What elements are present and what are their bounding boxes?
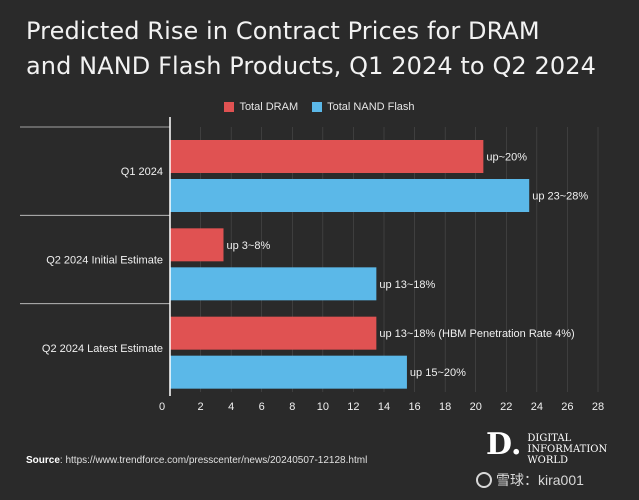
x-tick-label: 4 [228, 401, 234, 413]
category-label: Q1 2024 [121, 166, 163, 178]
logo-line3: WORLD [527, 455, 569, 466]
data-label: up 15~20% [410, 367, 466, 379]
source-url: : https://www.trendforce.com/presscenter… [59, 455, 368, 466]
data-label: up 13~18% [379, 279, 435, 291]
x-tick-label: 12 [347, 401, 359, 413]
x-tick-label: 10 [317, 401, 329, 413]
source-label: Source [26, 455, 60, 466]
publisher-logo: D. DIGITAL INFORMATION WORLD [486, 427, 607, 467]
logo-text: DIGITAL INFORMATION WORLD [527, 430, 607, 466]
x-tick-label: 2 [198, 401, 204, 413]
chart-legend: Total DRAM Total NAND Flash [0, 101, 639, 113]
legend-swatch-nand [312, 102, 323, 112]
source-note: Source: https://www.trendforce.com/press… [26, 455, 367, 466]
bar-dram [170, 140, 484, 173]
legend-item-nand: Total NAND Flash [312, 101, 415, 113]
category-label: Q2 2024 Latest Estimate [42, 343, 163, 355]
x-tick-label: 20 [470, 401, 482, 413]
x-tick-label: 8 [289, 401, 295, 413]
bar-nand [170, 355, 407, 389]
chart-title-line1: Predicted Rise in Contract Prices for DR… [26, 17, 540, 45]
logo-mark: D. [486, 427, 522, 462]
bar-dram [170, 316, 377, 350]
data-label: up~20% [486, 152, 527, 164]
logo-line1: DIGITAL [527, 433, 572, 444]
bar-nand [170, 267, 377, 301]
legend-swatch-dram [224, 102, 235, 112]
category-label: Q2 2024 Initial Estimate [46, 255, 163, 267]
x-tick-label: 14 [378, 401, 390, 413]
x-tick-label: 22 [500, 401, 512, 413]
legend-item-dram: Total DRAM [224, 101, 298, 113]
legend-label-dram: Total DRAM [239, 101, 299, 113]
x-tick-label: 16 [408, 401, 420, 413]
data-label: up 3~8% [227, 240, 271, 252]
x-tick-label: 18 [439, 401, 451, 413]
legend-label-nand: Total NAND Flash [327, 101, 415, 113]
chart-title-line2: and NAND Flash Products, Q1 2024 to Q2 2… [26, 52, 597, 80]
x-tick-label: 6 [259, 401, 265, 413]
data-label: up 13~18% (HBM Penetration Rate 4%) [379, 328, 574, 340]
chart-title: Predicted Rise in Contract Prices for DR… [26, 14, 626, 84]
x-tick-label: 24 [531, 401, 543, 413]
x-tick-label: 28 [592, 401, 604, 413]
x-tick-label: 26 [561, 401, 573, 413]
logo-line2: INFORMATION [527, 444, 608, 455]
x-tick-label: 0 [159, 401, 165, 413]
snowball-icon [476, 472, 492, 488]
data-label: up 23~28% [532, 191, 588, 203]
bar-dram [170, 228, 224, 262]
watermark: 雪球：kira001 [476, 470, 584, 490]
bar-chart: Q1 2024 up~20% up 23~28% Q2 2024 Initial Es… [20, 117, 604, 413]
bar-nand [170, 179, 530, 212]
watermark-text: 雪球：kira001 [496, 472, 584, 488]
